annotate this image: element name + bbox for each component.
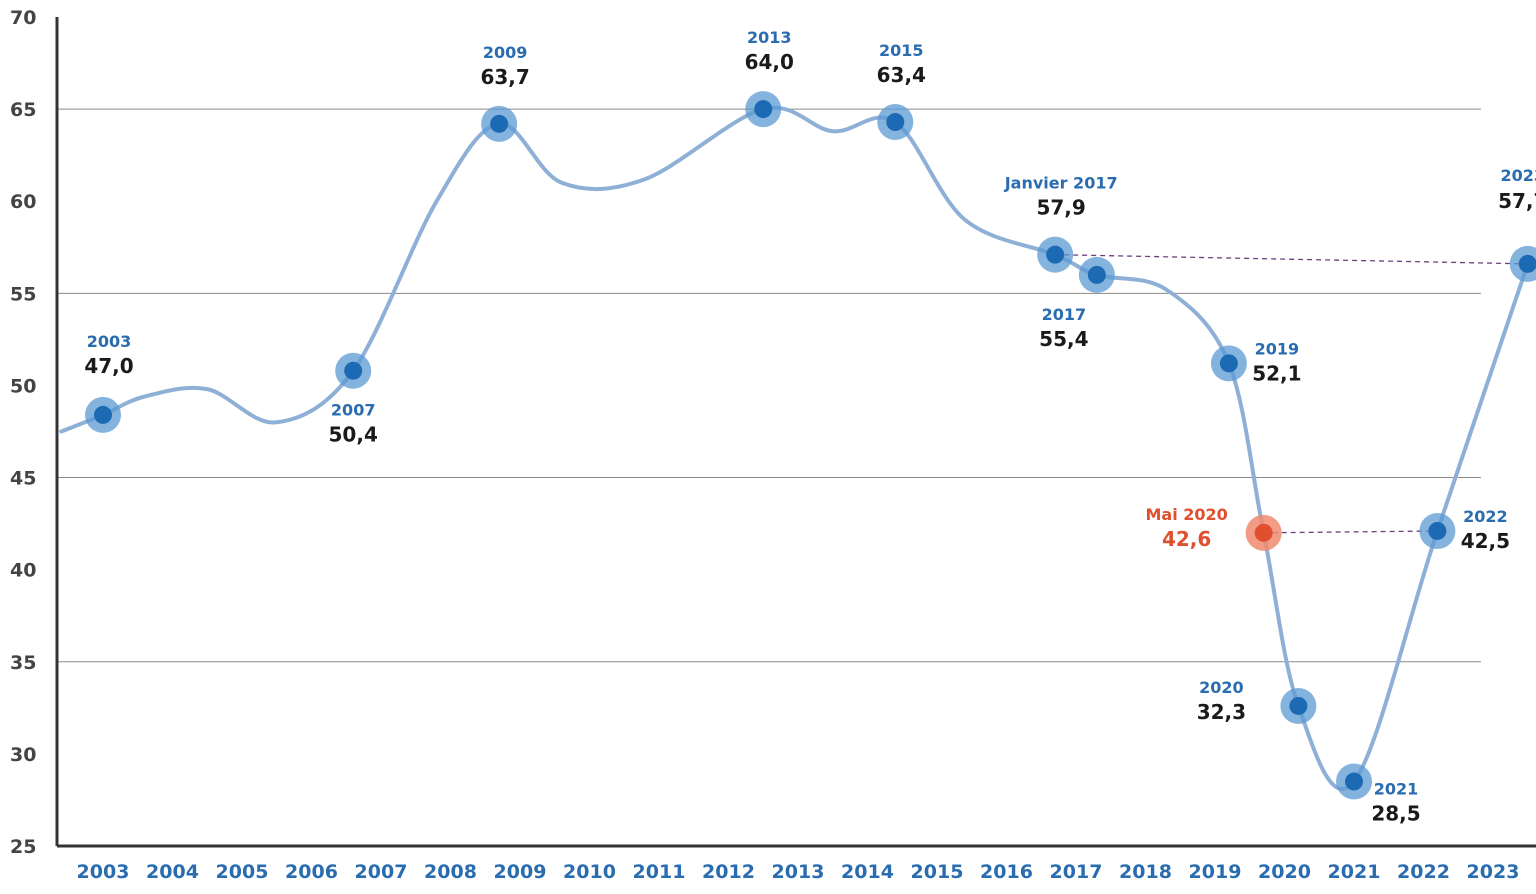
data-label-value: 32,3 <box>1197 700 1246 724</box>
data-point <box>1289 696 1308 715</box>
data-label-year: 2013 <box>747 28 792 47</box>
data-label-value: 42,6 <box>1162 527 1211 551</box>
data-label-year: Mai 2020 <box>1145 505 1227 524</box>
data-label-year: 2021 <box>1374 780 1419 799</box>
x-tick-label: 2023 <box>1467 861 1520 883</box>
x-tick-label: 2017 <box>1050 861 1103 883</box>
x-tick-label: 2014 <box>841 861 894 883</box>
x-tick-label: 2010 <box>563 861 616 883</box>
x-tick-label: 2004 <box>146 861 199 883</box>
reference-line <box>1263 530 1438 534</box>
x-tick-label: 2007 <box>355 861 408 883</box>
series-line-group <box>59 105 1530 791</box>
data-label-value: 63,7 <box>480 65 529 89</box>
data-point <box>1345 772 1363 791</box>
axes <box>55 17 1536 848</box>
data-label-value: 57,9 <box>1036 196 1085 220</box>
data-point <box>490 114 509 133</box>
data-point <box>1219 354 1238 373</box>
data-point <box>1087 265 1106 284</box>
x-tick-label: 2018 <box>1119 861 1172 883</box>
x-tick-label: 2016 <box>980 861 1033 883</box>
x-tick-label: 2021 <box>1328 861 1381 883</box>
data-label-value: 64,0 <box>745 50 794 74</box>
data-point <box>1428 521 1447 540</box>
x-tick-label: 2020 <box>1258 861 1311 883</box>
data-label-year: 2020 <box>1199 678 1244 697</box>
data-label-year: Janvier 2017 <box>1004 174 1118 193</box>
data-label-value: 63,4 <box>877 63 926 87</box>
y-tick-label: 45 <box>10 468 36 490</box>
x-tick-label: 2015 <box>911 861 964 883</box>
x-tick-label: 2008 <box>424 861 477 883</box>
y-tick-label: 60 <box>10 191 36 213</box>
data-label-year: 2023 <box>1500 166 1536 185</box>
reference-line <box>1055 253 1528 265</box>
y-tick-label: 70 <box>10 7 36 29</box>
gridlines <box>57 108 1481 663</box>
x-tick-label: 2011 <box>633 861 686 883</box>
data-label-value: 52,1 <box>1252 361 1301 385</box>
data-label-value: 57,7 <box>1498 189 1536 213</box>
data-label-value: 55,4 <box>1039 327 1088 351</box>
y-tick-label: 50 <box>10 375 36 397</box>
x-tick-label: 2003 <box>77 861 130 883</box>
y-tick-label: 55 <box>10 283 36 305</box>
data-point <box>1046 245 1065 264</box>
y-tick-label: 25 <box>10 836 36 858</box>
data-point <box>1518 254 1536 273</box>
x-tick-label: 2012 <box>702 861 755 883</box>
x-tick-label: 2005 <box>216 861 269 883</box>
data-label-value: 50,4 <box>329 423 378 447</box>
data-label-value: 42,5 <box>1461 529 1510 553</box>
data-label-year: 2017 <box>1042 305 1087 324</box>
data-label-year: 2015 <box>879 41 924 60</box>
data-point <box>886 113 905 132</box>
data-label-value: 47,0 <box>84 354 133 378</box>
data-labels: 2003 47,0 2007 50,4 2009 63,7 2013 64,0 2015 63,4… <box>84 28 1536 825</box>
data-label-year: 2009 <box>483 43 528 62</box>
y-axis-ticks: 25 30 35 40 45 50 55 60 65 70 <box>10 7 36 858</box>
reference-lines <box>1055 253 1528 534</box>
y-tick-label: 40 <box>10 560 36 582</box>
data-label-year: 2019 <box>1255 339 1300 358</box>
y-tick-label: 65 <box>10 99 36 121</box>
x-tick-label: 2006 <box>285 861 338 883</box>
data-point <box>344 361 363 380</box>
data-point <box>1254 523 1273 542</box>
data-label-year: 2007 <box>331 401 376 420</box>
data-label-year: 2022 <box>1463 507 1508 526</box>
data-point <box>754 100 773 119</box>
data-markers <box>85 91 1536 800</box>
series-line <box>59 105 1530 791</box>
y-tick-label: 35 <box>10 652 36 674</box>
data-point <box>94 405 112 424</box>
x-tick-label: 2013 <box>772 861 825 883</box>
x-tick-label: 2009 <box>494 861 547 883</box>
data-label-value: 28,5 <box>1371 802 1420 826</box>
x-tick-label: 2022 <box>1397 861 1450 883</box>
y-tick-label: 30 <box>10 744 36 766</box>
data-label-year: 2003 <box>87 332 132 351</box>
x-axis-ticks: 2003 2004 2005 2006 2007 2008 2009 2010 2011 2012… <box>77 861 1520 883</box>
x-tick-label: 2019 <box>1189 861 1242 883</box>
